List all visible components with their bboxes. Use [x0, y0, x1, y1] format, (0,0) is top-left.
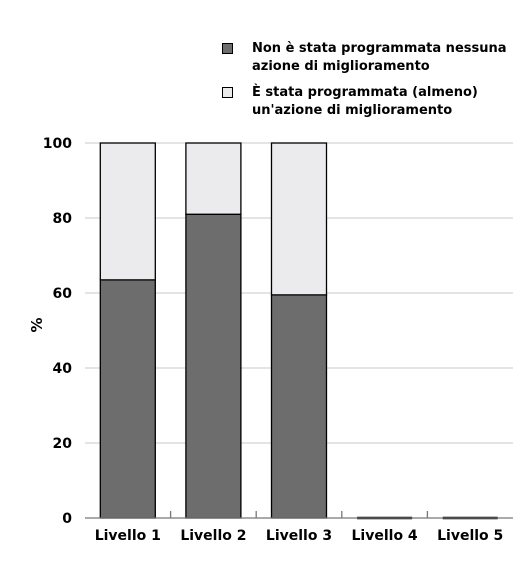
x-tick-label-1: Livello 1 [95, 528, 161, 544]
x-tick-label-3: Livello 3 [266, 528, 332, 544]
y-axis-label: % [28, 317, 46, 332]
x-tick-label-5: Livello 5 [437, 528, 503, 544]
legend: Non è stata programmata nessuna azione d… [222, 40, 522, 128]
y-tick-label-40: 40 [53, 361, 73, 377]
legend-item-action: È stata programmata (almeno) un'azione d… [222, 84, 522, 120]
y-tick-label-100: 100 [43, 136, 72, 152]
bar-segment-3-series-2 [270, 142, 328, 296]
bar-segment-1-series-2 [99, 142, 156, 281]
bar-segment-2-series-2 [185, 142, 242, 215]
y-tick-label-80: 80 [53, 211, 73, 227]
bar-segment-3-series-1 [270, 294, 328, 519]
y-tick-label-0: 0 [62, 511, 72, 527]
x-tick-label-4: Livello 4 [352, 528, 418, 544]
y-tick-label-20: 20 [53, 436, 73, 452]
x-tick-label-2: Livello 2 [180, 528, 246, 544]
bar-segment-1-series-1 [99, 279, 156, 519]
legend-item-no-action: Non è stata programmata nessuna azione d… [222, 40, 522, 76]
legend-label-action: È stata programmata (almeno) un'azione d… [252, 85, 478, 118]
legend-label-no-action: Non è stata programmata nessuna azione d… [252, 41, 507, 74]
bar-segment-2-series-1 [185, 213, 242, 519]
y-tick-label-60: 60 [53, 286, 73, 302]
legend-swatch-no-action [222, 43, 233, 54]
legend-swatch-action [222, 87, 233, 98]
